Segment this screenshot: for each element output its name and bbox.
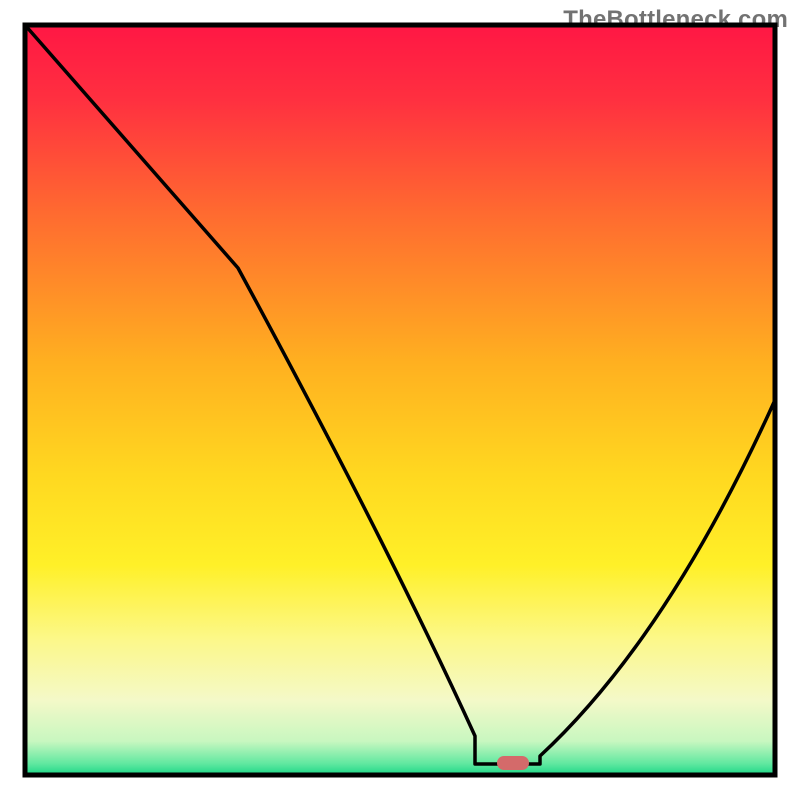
watermark-text: TheBottleneck.com [563,6,788,34]
chart-svg [0,0,800,800]
bottleneck-chart: TheBottleneck.com [0,0,800,800]
plot-background [25,25,775,775]
valley-marker [497,756,529,770]
